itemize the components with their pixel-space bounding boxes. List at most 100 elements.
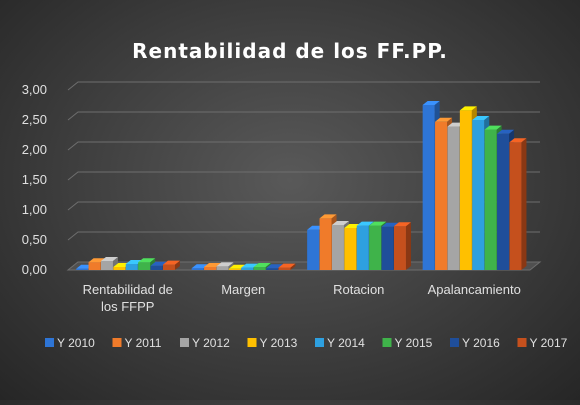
bar-front bbox=[356, 225, 369, 270]
bar-front bbox=[435, 121, 448, 270]
legend-item: Y 2013 bbox=[247, 336, 298, 350]
grid-layer bbox=[67, 81, 540, 271]
bar-front bbox=[422, 105, 435, 270]
legend-swatch bbox=[382, 338, 392, 347]
bar-side bbox=[290, 263, 296, 270]
legend-label: Y 2014 bbox=[327, 336, 365, 350]
bar-front bbox=[113, 267, 126, 270]
bar-top bbox=[369, 221, 387, 226]
bar-front bbox=[150, 265, 163, 270]
bar-front bbox=[459, 110, 472, 271]
bar-front bbox=[331, 225, 344, 270]
bar bbox=[216, 262, 234, 270]
bar-top bbox=[331, 221, 349, 225]
bar-front bbox=[319, 218, 332, 270]
bar-side bbox=[228, 262, 234, 270]
bar-top bbox=[393, 222, 411, 227]
bar-front bbox=[191, 268, 204, 270]
bar-front bbox=[266, 268, 279, 270]
bar bbox=[162, 260, 180, 270]
gridline bbox=[67, 111, 540, 121]
legend: Y 2010 Y 2011 Y 2012 Y 2013 Y 2014 Y 2015 Y 20… bbox=[45, 336, 568, 350]
legend-swatch bbox=[517, 338, 527, 347]
bar-top bbox=[253, 263, 271, 267]
y-tick-label: 0,50 bbox=[22, 232, 47, 247]
bar-top bbox=[162, 260, 180, 265]
bar-top bbox=[435, 117, 453, 122]
bar-front bbox=[484, 129, 497, 270]
bar-top bbox=[100, 257, 118, 261]
bar-top bbox=[138, 258, 156, 263]
gridline bbox=[67, 171, 540, 181]
legend-item: Y 2015 bbox=[382, 336, 433, 350]
bar-front bbox=[216, 266, 229, 270]
y-tick-label: 3,00 bbox=[22, 82, 47, 97]
bar-top bbox=[241, 263, 259, 268]
bar-top bbox=[484, 125, 502, 130]
gridline bbox=[67, 201, 540, 211]
bar-side bbox=[521, 138, 527, 270]
legend-label: Y 2015 bbox=[395, 336, 433, 350]
y-tick-label: 1,00 bbox=[22, 202, 47, 217]
bar-top bbox=[278, 263, 296, 268]
bar-top bbox=[459, 106, 477, 111]
legend-item: Y 2011 bbox=[112, 336, 162, 350]
y-tick-label: 2,00 bbox=[22, 142, 47, 157]
bar-front bbox=[369, 225, 382, 270]
bar-front bbox=[88, 262, 101, 270]
bar-top bbox=[319, 214, 337, 219]
bars bbox=[76, 101, 527, 271]
bar-front bbox=[497, 133, 510, 270]
bar-front bbox=[278, 267, 291, 270]
category-label: los FFPP bbox=[101, 299, 154, 314]
legend-swatch bbox=[180, 338, 189, 347]
legend-label: Y 2016 bbox=[462, 336, 500, 350]
bar bbox=[278, 263, 296, 270]
y-tick-label: 0,00 bbox=[22, 262, 47, 277]
bar-front bbox=[253, 267, 266, 270]
bar-top bbox=[356, 221, 374, 226]
bar-front bbox=[125, 264, 138, 270]
category-labels: Rentabilidad de los FFPP Margen Rotacion Apa… bbox=[83, 282, 521, 314]
legend-swatch bbox=[315, 338, 324, 347]
category-label: Rentabilidad de bbox=[83, 282, 173, 297]
bar-front bbox=[307, 229, 320, 270]
bar-front bbox=[344, 228, 357, 270]
legend-label: Y 2012 bbox=[192, 336, 230, 350]
bar-front bbox=[241, 267, 254, 270]
category-label: Margen bbox=[221, 282, 265, 297]
bar-top bbox=[422, 101, 440, 105]
legend-swatch bbox=[112, 338, 122, 347]
legend-label: Y 2011 bbox=[125, 336, 162, 350]
bar-front bbox=[100, 261, 113, 270]
category-label: Apalancamiento bbox=[428, 282, 521, 297]
bar-top bbox=[216, 262, 234, 267]
bar-front bbox=[393, 226, 406, 270]
legend-item: Y 2014 bbox=[315, 336, 365, 350]
legend-item: Y 2010 bbox=[45, 336, 95, 350]
bar-top bbox=[509, 138, 527, 143]
legend-swatch bbox=[450, 338, 459, 347]
bar-top bbox=[472, 116, 490, 120]
y-tick-label: 1,50 bbox=[22, 172, 47, 187]
bar-front bbox=[138, 262, 151, 270]
chart-title: Rentabilidad de los FF.PP. bbox=[132, 39, 448, 63]
y-axis-ticks: 0,00 0,50 1,00 1,50 2,00 2,50 3,00 bbox=[22, 82, 47, 277]
legend-label: Y 2017 bbox=[530, 336, 568, 350]
bar-front bbox=[472, 120, 485, 270]
legend-label: Y 2010 bbox=[57, 336, 95, 350]
bar-top bbox=[381, 222, 399, 227]
bar-front bbox=[204, 267, 217, 270]
bar-front bbox=[509, 142, 522, 270]
gridline bbox=[67, 81, 540, 91]
legend-swatch bbox=[247, 338, 257, 347]
bar-top bbox=[266, 264, 284, 269]
category-label: Rotacion bbox=[333, 282, 384, 297]
gridline bbox=[67, 141, 540, 151]
bar-side bbox=[174, 260, 180, 270]
bar bbox=[393, 222, 411, 270]
legend-item: Y 2012 bbox=[180, 336, 230, 350]
legend-label: Y 2013 bbox=[260, 336, 298, 350]
